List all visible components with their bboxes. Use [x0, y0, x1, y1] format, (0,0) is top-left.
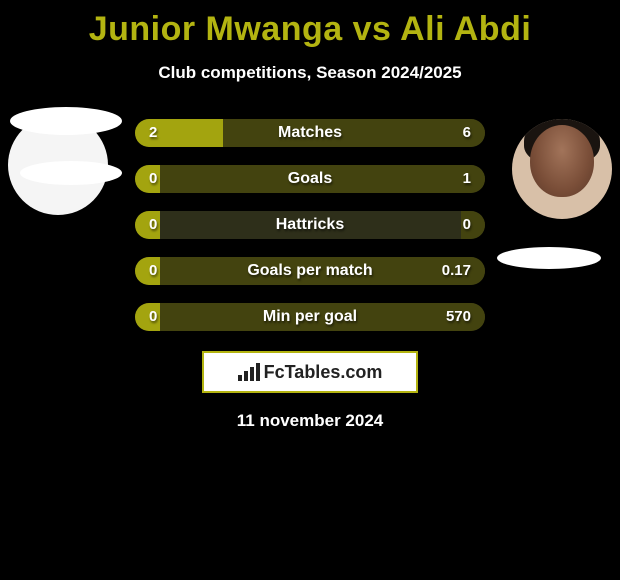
page-subtitle: Club competitions, Season 2024/2025: [0, 63, 620, 83]
bar-chart-icon: [238, 363, 260, 381]
player-left-name-plate-1: [10, 107, 122, 135]
player-right-avatar: [512, 119, 612, 219]
stat-label: Goals per match: [135, 257, 485, 285]
stat-label: Matches: [135, 119, 485, 147]
stat-label: Goals: [135, 165, 485, 193]
stat-bar: 0570Min per goal: [135, 303, 485, 331]
stat-label: Min per goal: [135, 303, 485, 331]
comparison-chart: 26Matches 01Goals 00Hattricks 00.17Goals pe…: [0, 119, 620, 331]
fctables-logo: FcTables.com: [202, 351, 418, 393]
date-text: 11 november 2024: [0, 411, 620, 431]
stat-bar: 01Goals: [135, 165, 485, 193]
logo-text: FcTables.com: [264, 362, 383, 383]
stat-bar: 00Hattricks: [135, 211, 485, 239]
player-right-name-plate: [497, 247, 601, 269]
stat-bar: 26Matches: [135, 119, 485, 147]
stat-bars: 26Matches 01Goals 00Hattricks 00.17Goals pe…: [135, 119, 485, 331]
stat-bar: 00.17Goals per match: [135, 257, 485, 285]
player-left-name-plate-2: [20, 161, 122, 185]
stat-label: Hattricks: [135, 211, 485, 239]
page-title: Junior Mwanga vs Ali Abdi: [0, 0, 620, 49]
